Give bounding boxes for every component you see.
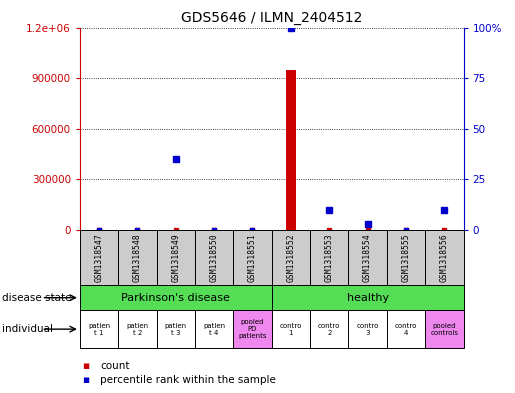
Text: Parkinson's disease: Parkinson's disease [122, 293, 230, 303]
Bar [157, 230, 195, 285]
Text: pooled
PD
patients: pooled PD patients [238, 319, 267, 339]
Text: GSM1318556: GSM1318556 [440, 233, 449, 282]
Text: GSM1318552: GSM1318552 [286, 233, 295, 282]
Bar [272, 230, 310, 285]
Text: pooled
controls: pooled controls [431, 323, 458, 336]
Title: GDS5646 / ILMN_2404512: GDS5646 / ILMN_2404512 [181, 11, 363, 25]
Bar [310, 310, 348, 348]
Bar [80, 310, 118, 348]
Bar [272, 310, 310, 348]
Text: disease state: disease state [2, 293, 71, 303]
Text: contro
2: contro 2 [318, 323, 340, 336]
Text: patien
t 1: patien t 1 [88, 323, 110, 336]
Bar [310, 230, 348, 285]
Text: GSM1318551: GSM1318551 [248, 233, 257, 282]
Bar [272, 285, 464, 310]
Bar [118, 310, 157, 348]
Bar [348, 310, 387, 348]
Bar [233, 310, 272, 348]
Text: GSM1318548: GSM1318548 [133, 233, 142, 282]
Bar [286, 70, 296, 230]
Bar [233, 230, 272, 285]
Text: GSM1318555: GSM1318555 [402, 233, 410, 282]
Bar [118, 230, 157, 285]
Bar [348, 230, 387, 285]
Text: percentile rank within the sample: percentile rank within the sample [100, 375, 277, 385]
Text: patien
t 2: patien t 2 [126, 323, 148, 336]
Text: patien
t 4: patien t 4 [203, 323, 225, 336]
Text: ◾: ◾ [82, 361, 90, 371]
Bar [80, 285, 272, 310]
Text: healthy: healthy [347, 293, 389, 303]
Text: ◾: ◾ [82, 375, 90, 385]
Bar [195, 230, 233, 285]
Text: count: count [100, 361, 130, 371]
Text: GSM1318549: GSM1318549 [171, 233, 180, 282]
Text: GSM1318553: GSM1318553 [325, 233, 334, 282]
Text: contro
1: contro 1 [280, 323, 302, 336]
Text: individual: individual [2, 324, 53, 334]
Text: patien
t 3: patien t 3 [165, 323, 187, 336]
Text: contro
4: contro 4 [395, 323, 417, 336]
Bar [195, 310, 233, 348]
Bar [157, 310, 195, 348]
Text: GSM1318547: GSM1318547 [95, 233, 104, 282]
Bar [425, 230, 464, 285]
Bar [387, 310, 425, 348]
Text: GSM1318550: GSM1318550 [210, 233, 218, 282]
Text: contro
3: contro 3 [356, 323, 379, 336]
Text: GSM1318554: GSM1318554 [363, 233, 372, 282]
Bar [425, 310, 464, 348]
Bar [80, 230, 118, 285]
Bar [387, 230, 425, 285]
